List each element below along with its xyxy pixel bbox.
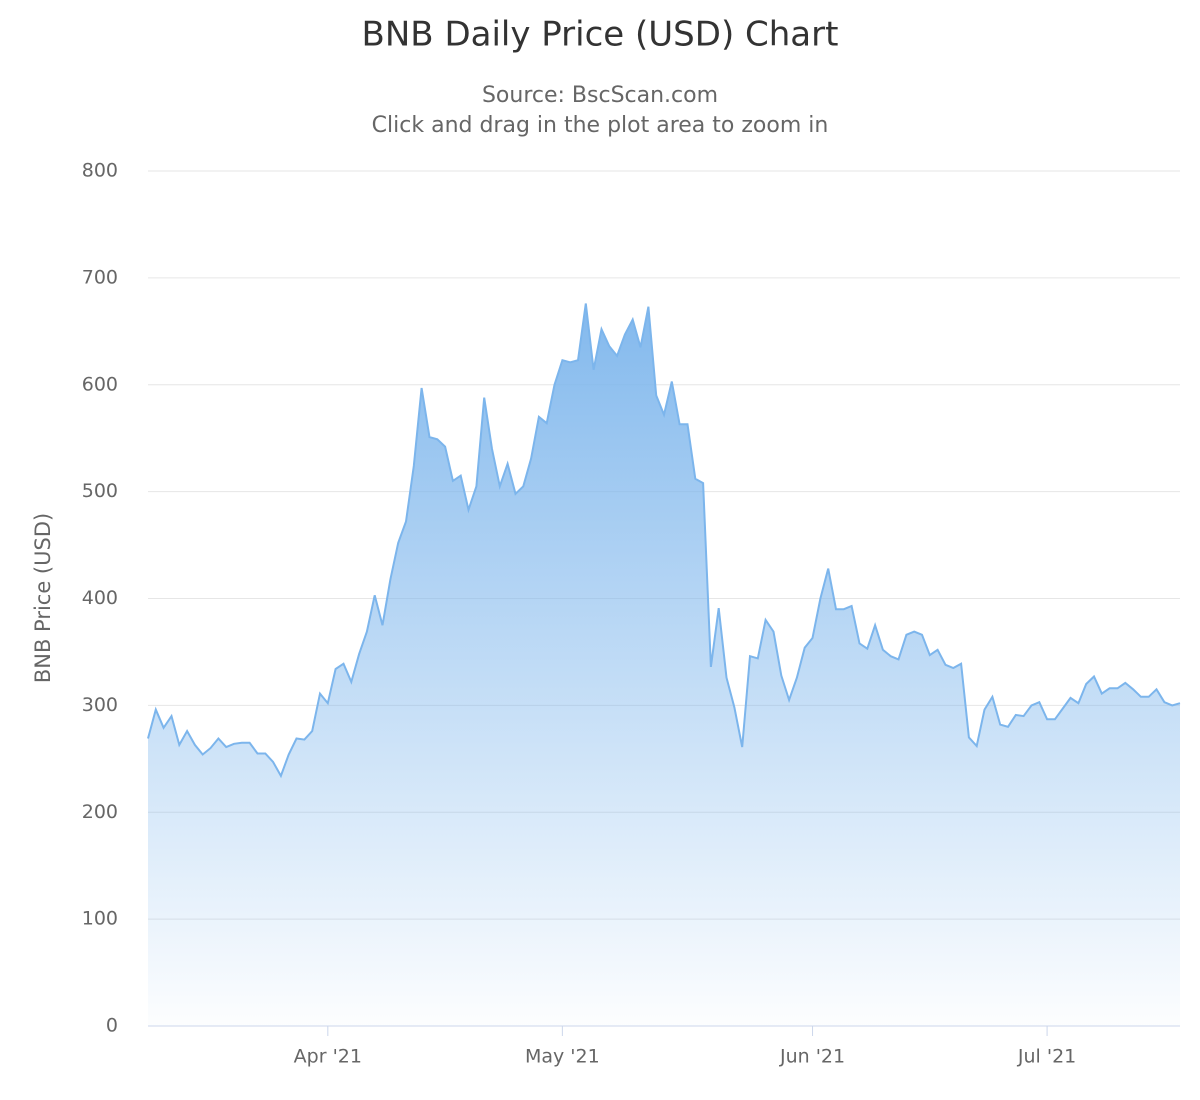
y-tick-label: 0 [106, 1015, 118, 1037]
y-axis-label: BNB Price (USD) [31, 513, 55, 683]
y-tick-label: 100 [82, 908, 118, 930]
y-tick-label: 800 [82, 160, 118, 182]
chart-subtitle: Source: BscScan.com [482, 83, 718, 108]
chart-title: BNB Daily Price (USD) Chart [362, 15, 839, 55]
y-tick-label: 500 [82, 480, 118, 502]
y-tick-label: 600 [82, 373, 118, 395]
x-tick-label: May '21 [525, 1046, 600, 1068]
x-tick-label: Jul '21 [1017, 1046, 1076, 1068]
area-fill [148, 303, 1180, 1026]
x-tick-label: Apr '21 [294, 1046, 362, 1068]
y-tick-label: 400 [82, 587, 118, 609]
y-tick-label: 300 [82, 694, 118, 716]
price-line [147, 303, 1181, 779]
y-tick-label: 700 [82, 266, 118, 288]
x-tick-label: Jun '21 [779, 1046, 845, 1068]
chart-subtitle: Click and drag in the plot area to zoom … [372, 113, 829, 138]
y-tick-label: 200 [82, 801, 118, 823]
